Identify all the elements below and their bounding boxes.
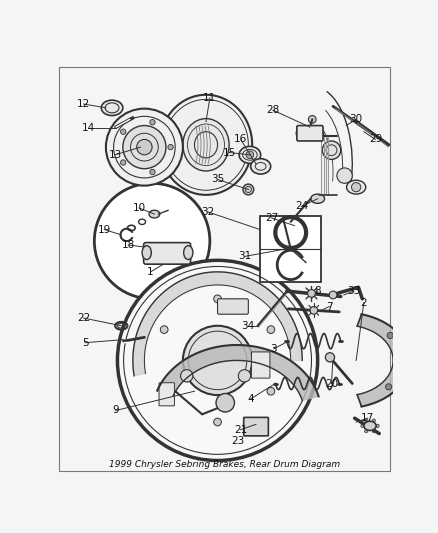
Ellipse shape bbox=[289, 225, 300, 233]
Text: 1999 Chrysler Sebring Brakes, Rear Drum Diagram: 1999 Chrysler Sebring Brakes, Rear Drum … bbox=[109, 460, 340, 469]
Text: 23: 23 bbox=[232, 436, 245, 446]
Circle shape bbox=[150, 169, 155, 175]
Circle shape bbox=[376, 424, 379, 427]
Ellipse shape bbox=[184, 246, 193, 260]
Circle shape bbox=[214, 295, 221, 303]
Text: 19: 19 bbox=[98, 224, 111, 235]
Circle shape bbox=[361, 424, 364, 427]
Circle shape bbox=[385, 384, 392, 390]
FancyBboxPatch shape bbox=[244, 417, 268, 436]
Text: 8: 8 bbox=[314, 286, 321, 296]
FancyBboxPatch shape bbox=[159, 383, 174, 406]
Circle shape bbox=[106, 109, 183, 185]
Ellipse shape bbox=[160, 95, 252, 195]
FancyBboxPatch shape bbox=[297, 126, 323, 141]
Text: 11: 11 bbox=[203, 93, 216, 103]
Circle shape bbox=[337, 168, 352, 183]
Ellipse shape bbox=[239, 147, 261, 163]
Text: 4: 4 bbox=[247, 394, 254, 404]
Circle shape bbox=[364, 419, 367, 422]
Circle shape bbox=[246, 151, 254, 159]
Ellipse shape bbox=[149, 210, 160, 218]
Ellipse shape bbox=[251, 159, 271, 174]
Text: 34: 34 bbox=[241, 321, 254, 331]
Ellipse shape bbox=[364, 421, 376, 431]
Text: 20: 20 bbox=[325, 378, 338, 389]
Circle shape bbox=[168, 144, 173, 150]
Circle shape bbox=[150, 119, 155, 125]
Circle shape bbox=[137, 140, 152, 155]
Polygon shape bbox=[157, 345, 318, 400]
Circle shape bbox=[180, 370, 193, 382]
Circle shape bbox=[364, 430, 367, 433]
Circle shape bbox=[160, 326, 168, 334]
Text: 29: 29 bbox=[369, 134, 382, 144]
Circle shape bbox=[183, 326, 252, 395]
Text: 35: 35 bbox=[211, 174, 224, 184]
Circle shape bbox=[123, 126, 166, 168]
Text: 12: 12 bbox=[77, 99, 90, 109]
Ellipse shape bbox=[318, 128, 324, 138]
Ellipse shape bbox=[346, 180, 366, 194]
FancyBboxPatch shape bbox=[144, 243, 191, 264]
Text: 15: 15 bbox=[223, 148, 236, 158]
Text: 9: 9 bbox=[113, 406, 119, 415]
Circle shape bbox=[120, 160, 126, 165]
Text: 1: 1 bbox=[147, 267, 154, 277]
Text: 24: 24 bbox=[295, 201, 308, 212]
Circle shape bbox=[243, 184, 254, 195]
Circle shape bbox=[372, 430, 375, 433]
Circle shape bbox=[352, 182, 361, 192]
Text: 27: 27 bbox=[265, 213, 278, 223]
Text: 2: 2 bbox=[360, 297, 367, 308]
Circle shape bbox=[267, 326, 275, 334]
Ellipse shape bbox=[296, 128, 302, 138]
Text: 33: 33 bbox=[347, 286, 360, 296]
Text: 18: 18 bbox=[122, 240, 135, 250]
Text: 32: 32 bbox=[201, 207, 214, 217]
Circle shape bbox=[387, 333, 393, 338]
Polygon shape bbox=[357, 314, 410, 407]
Ellipse shape bbox=[311, 194, 325, 203]
Circle shape bbox=[322, 141, 341, 159]
Circle shape bbox=[94, 183, 210, 299]
Circle shape bbox=[214, 418, 221, 426]
Circle shape bbox=[120, 129, 126, 134]
Circle shape bbox=[399, 358, 405, 365]
Circle shape bbox=[325, 353, 335, 362]
Bar bbox=[260, 216, 321, 282]
Text: 21: 21 bbox=[234, 425, 247, 435]
Text: 30: 30 bbox=[350, 115, 363, 124]
Circle shape bbox=[372, 419, 375, 422]
FancyBboxPatch shape bbox=[218, 299, 248, 314]
Text: 28: 28 bbox=[266, 105, 279, 115]
Text: 14: 14 bbox=[81, 123, 95, 133]
Ellipse shape bbox=[101, 100, 123, 116]
Ellipse shape bbox=[142, 246, 151, 260]
Text: 31: 31 bbox=[238, 252, 251, 262]
Text: 5: 5 bbox=[82, 338, 88, 348]
Text: 13: 13 bbox=[109, 150, 122, 160]
Circle shape bbox=[307, 289, 315, 297]
Text: 22: 22 bbox=[77, 313, 90, 323]
Circle shape bbox=[267, 387, 275, 395]
Text: 7: 7 bbox=[326, 302, 332, 311]
Ellipse shape bbox=[183, 119, 229, 171]
FancyBboxPatch shape bbox=[251, 352, 270, 378]
Circle shape bbox=[238, 370, 251, 382]
Circle shape bbox=[310, 306, 318, 314]
Text: 10: 10 bbox=[132, 203, 145, 213]
Text: 17: 17 bbox=[361, 413, 374, 423]
Circle shape bbox=[216, 393, 234, 412]
Circle shape bbox=[117, 260, 318, 461]
Text: 3: 3 bbox=[270, 344, 277, 354]
Circle shape bbox=[160, 387, 168, 395]
Circle shape bbox=[308, 116, 316, 123]
Polygon shape bbox=[133, 272, 302, 376]
Circle shape bbox=[329, 291, 337, 299]
Text: 16: 16 bbox=[234, 134, 247, 144]
